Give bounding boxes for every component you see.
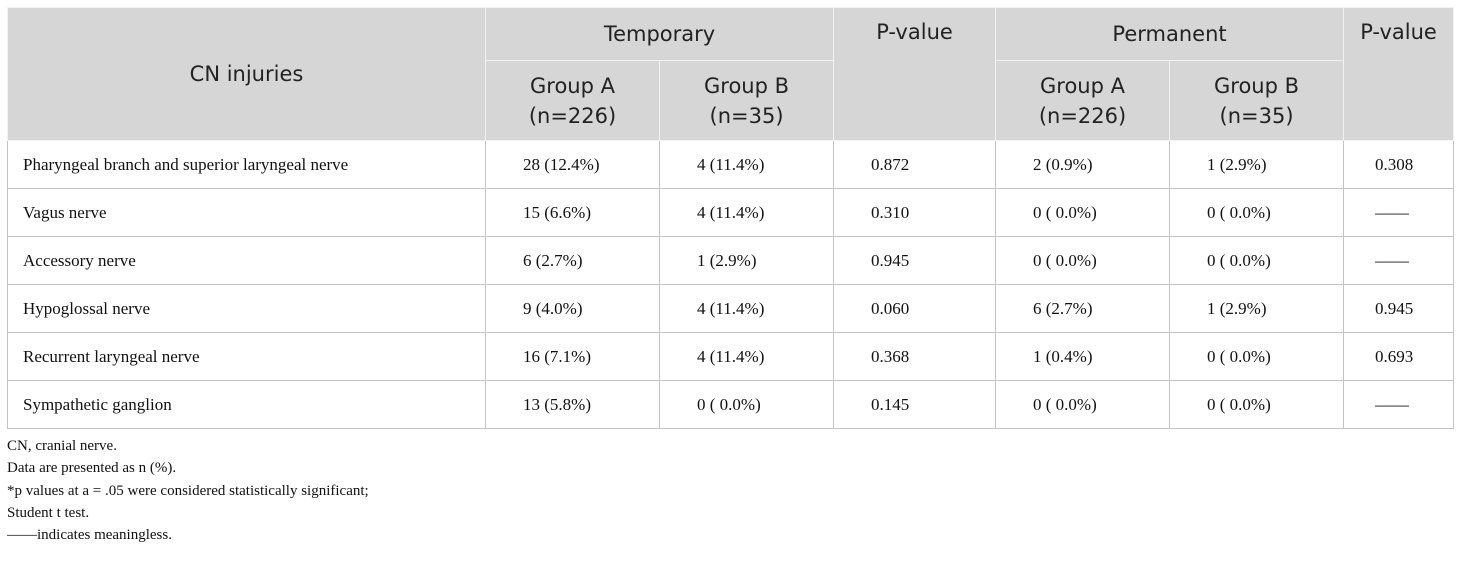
table-cell: 28 (12.4%) (485, 140, 660, 189)
footnotes: CN, cranial nerve. Data are presented as … (7, 435, 369, 546)
table-cell: 1 (2.9%) (1169, 284, 1345, 333)
footnote: *p values at a = .05 were considered sta… (7, 482, 369, 499)
table-cell: —— (1343, 380, 1455, 429)
table-cell: Pharyngeal branch and superior laryngeal… (7, 140, 486, 189)
table-cell: 0 ( 0.0%) (995, 236, 1171, 285)
table-row: Recurrent laryngeal nerve 16 (7.1%) 4 (11.… (7, 332, 1455, 381)
table-cell: Accessory nerve (7, 236, 486, 285)
header-line: Group B (1214, 73, 1300, 98)
table-row: Pharyngeal branch and superior laryngeal… (7, 140, 1455, 189)
table-cell: 4 (11.4%) (658, 284, 835, 333)
footnote: Student t test. (7, 504, 90, 521)
table-cell: 0.145 (833, 380, 997, 429)
table-cell: 1 (2.9%) (1169, 140, 1345, 189)
footnote: CN, cranial nerve. (7, 438, 117, 454)
header-line: (n=226) (528, 103, 617, 128)
table-cell: 4 (11.4%) (658, 332, 835, 381)
table-header: CN injuries Temporary P-value Permanent … (7, 7, 1455, 141)
header-cell: P-value (833, 7, 997, 141)
table-cell: 13 (5.8%) (485, 380, 660, 429)
table-row: Hypoglossal nerve 9 (4.0%) 4 (11.4%) 0.060 6… (7, 284, 1455, 333)
table-cell: 0 ( 0.0%) (1169, 380, 1345, 429)
footnote: Data are presented as n (%). (7, 460, 177, 477)
header-cell: Temporary (484, 7, 835, 61)
header-line: Group B (704, 73, 790, 98)
table-cell: 0.693 (1343, 332, 1455, 381)
table-cell: —— (1343, 236, 1455, 285)
table-cell: —— (1343, 188, 1455, 237)
table-cell: 0 ( 0.0%) (995, 380, 1171, 429)
table-cell: 0 ( 0.0%) (658, 380, 835, 429)
header-cell: P-value (1343, 7, 1455, 141)
header-line: (n=35) (709, 103, 784, 128)
table-cell: 0.872 (833, 140, 997, 189)
table-cell: 4 (11.4%) (658, 140, 835, 189)
table-cell: 6 (2.7%) (995, 284, 1171, 333)
table-cell: 0 ( 0.0%) (1169, 332, 1345, 381)
table-row: Sympathetic ganglion 13 (5.8%) 0 ( 0.0%) 0.… (7, 380, 1455, 429)
header-cell: CN injuries (7, 7, 486, 141)
table-cell: Recurrent laryngeal nerve (7, 332, 486, 381)
header-cell: Group A (n=226) (485, 60, 660, 141)
header-line: (n=35) (1219, 103, 1294, 128)
table-cell: 0.368 (833, 332, 997, 381)
table-cell: 0.310 (833, 188, 997, 237)
table-cell: 0 ( 0.0%) (1169, 188, 1345, 237)
header-cell: Group B (n=35) (1169, 60, 1345, 141)
table-cell: 1 (2.9%) (658, 236, 835, 285)
header-line: Group A (1040, 73, 1125, 98)
header-line: (n=226) (1038, 103, 1127, 128)
table-cell: Sympathetic ganglion (7, 380, 486, 429)
footnote: ——indicates meaningless. (7, 527, 172, 544)
header-cell: Group A (n=226) (995, 60, 1171, 141)
table-cell: Vagus nerve (7, 188, 486, 237)
table-cell: 9 (4.0%) (485, 284, 660, 333)
table-cell: 0.945 (1343, 284, 1455, 333)
table-body: Pharyngeal branch and superior laryngeal… (7, 140, 1455, 429)
header-cell: Permanent (995, 7, 1345, 61)
table-cell: 0.060 (833, 284, 997, 333)
table-cell: 2 (0.9%) (995, 140, 1171, 189)
table-cell: 0.308 (1343, 140, 1455, 189)
table-cell: 6 (2.7%) (485, 236, 660, 285)
data-table: CN injuries Temporary P-value Permanent … (7, 7, 1455, 429)
table-cell: 0 ( 0.0%) (995, 188, 1171, 237)
header-cell: Group B (n=35) (658, 60, 835, 141)
table-cell: 1 (0.4%) (995, 332, 1171, 381)
table-cell: 0.945 (833, 236, 997, 285)
table-cell: 4 (11.4%) (658, 188, 835, 237)
table-cell: 16 (7.1%) (485, 332, 660, 381)
header-line: Group A (530, 73, 615, 98)
table-row: Vagus nerve 15 (6.6%) 4 (11.4%) 0.310 0 ( 0.… (7, 188, 1455, 237)
table-cell: Hypoglossal nerve (7, 284, 486, 333)
table-cell: 0 ( 0.0%) (1169, 236, 1345, 285)
table-cell: 15 (6.6%) (485, 188, 660, 237)
table-row: Accessory nerve 6 (2.7%) 1 (2.9%) 0.945 0 ( … (7, 236, 1455, 285)
